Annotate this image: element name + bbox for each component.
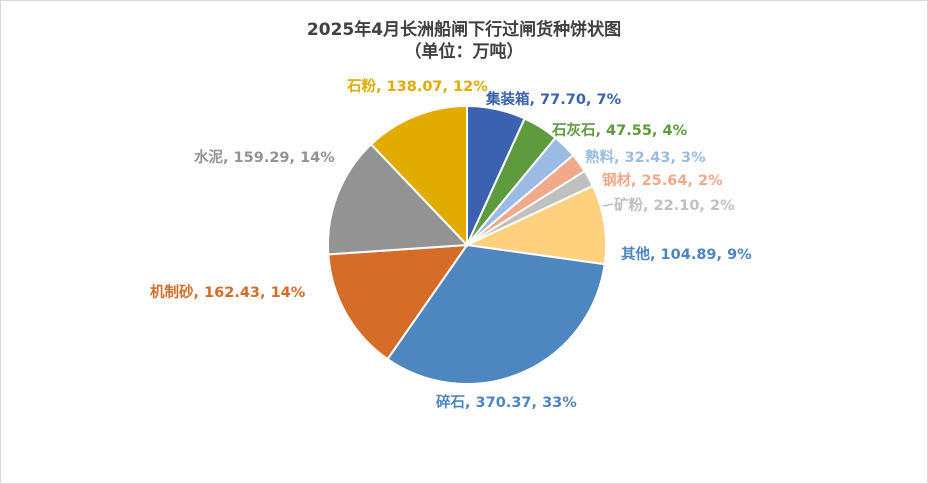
data-label-4: 钢材, 25.64, 2% <box>602 171 723 189</box>
data-label-2: 石灰石, 47.55, 4% <box>551 121 688 139</box>
data-label-6: 其他, 104.89, 9% <box>621 245 752 263</box>
data-label-5: 矿粉, 22.10, 2% <box>614 196 735 214</box>
data-label-8: 机制砂, 162.43, 14% <box>150 283 306 301</box>
chart-subtitle: （单位：万吨） <box>404 42 524 62</box>
pie-slice-8 <box>327 243 470 361</box>
pie-slice-10 <box>369 104 468 248</box>
data-label-3: 熟料, 32.43, 3% <box>585 148 706 166</box>
leader-line-5 <box>602 203 614 207</box>
pie-slice-7 <box>386 243 606 385</box>
data-label-1: 集装箱, 77.70, 7% <box>485 90 622 108</box>
pie-slice-9 <box>327 142 470 256</box>
data-label-10: 石粉, 138.07, 12% <box>346 77 488 95</box>
pie-slices <box>327 104 607 385</box>
chart-title: 2025年4月长洲船闸下行过闸货种饼状图 <box>306 20 622 40</box>
data-label-7: 碎石, 370.37, 33% <box>436 393 577 411</box>
data-label-9: 水泥, 159.29, 14% <box>194 148 335 166</box>
leader-lines <box>602 203 614 207</box>
pie-slice-6 <box>463 184 607 266</box>
data-labels: 集装箱, 77.70, 7% 石灰石, 47.55, 4% 熟料, 32.43, 3… <box>150 77 752 411</box>
